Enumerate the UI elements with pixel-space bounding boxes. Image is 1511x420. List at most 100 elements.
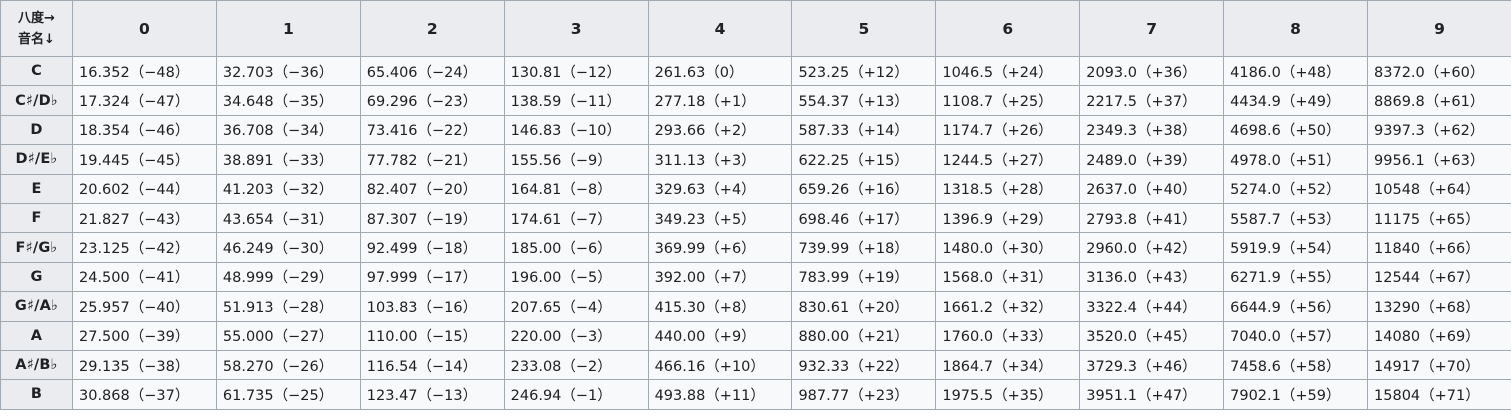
frequency-cell: 5587.7（+53） xyxy=(1223,202,1369,234)
frequency-cell: 13290（+68） xyxy=(1367,291,1511,322)
frequency-cell: 4434.9（+49） xyxy=(1223,85,1369,116)
note-name-header: C♯/D♭ xyxy=(0,85,73,116)
frequency-cell: 3729.3（+46） xyxy=(1079,349,1225,381)
frequency-cell: 15804（+71） xyxy=(1367,379,1511,410)
frequency-cell: 1396.9（+29） xyxy=(935,202,1081,234)
octave-header: 4 xyxy=(647,0,793,57)
frequency-cell: 17.324（−47） xyxy=(72,85,217,116)
frequency-cell: 14080（+69） xyxy=(1367,320,1511,351)
frequency-cell: 5274.0（+52） xyxy=(1223,173,1369,204)
frequency-cell: 1244.5（+27） xyxy=(935,144,1081,175)
frequency-cell: 349.23（+5） xyxy=(647,202,793,234)
frequency-cell: 1568.0（+31） xyxy=(935,261,1081,293)
frequency-cell: 174.61（−7） xyxy=(503,202,649,234)
frequency-cell: 38.891（−33） xyxy=(215,144,361,175)
corner-header: 八度→ 音名↓ xyxy=(0,0,73,57)
frequency-cell: 1108.7（+25） xyxy=(935,85,1081,116)
frequency-cell: 523.25（+12） xyxy=(791,55,937,87)
octave-header: 5 xyxy=(791,0,937,57)
frequency-cell: 3322.4（+44） xyxy=(1079,291,1225,322)
table-row: A 27.500（−39） 55.000（−27） 110.00（−15） 220.00… xyxy=(0,320,1511,351)
frequency-cell: 246.94（−1） xyxy=(503,379,649,410)
note-name-header: F xyxy=(0,202,73,234)
frequency-cell: 261.63（0） xyxy=(647,55,793,87)
frequency-cell: 1661.2（+32） xyxy=(935,291,1081,322)
frequency-cell: 23.125（−42） xyxy=(72,232,217,263)
frequency-cell: 277.18（+1） xyxy=(647,85,793,116)
frequency-cell: 41.203（−32） xyxy=(215,173,361,204)
frequency-cell: 1318.5（+28） xyxy=(935,173,1081,204)
frequency-cell: 61.735（−25） xyxy=(215,379,361,410)
frequency-cell: 8869.8（+61） xyxy=(1367,85,1511,116)
table-row: D♯/E♭ 19.445（−45） 38.891（−33） 77.782（−21） 15… xyxy=(0,144,1511,175)
frequency-cell: 30.868（−37） xyxy=(72,379,217,410)
corner-label-note: 音名↓ xyxy=(18,31,55,47)
frequency-cell: 87.307（−19） xyxy=(359,202,505,234)
frequency-cell: 932.33（+22） xyxy=(791,349,937,381)
frequency-cell: 311.13（+3） xyxy=(647,144,793,175)
frequency-cell: 7040.0（+57） xyxy=(1223,320,1369,351)
frequency-cell: 103.83（−16） xyxy=(359,291,505,322)
frequency-cell: 164.81（−8） xyxy=(503,173,649,204)
table-row: C♯/D♭ 17.324（−47） 34.648（−35） 69.296（−23） 13… xyxy=(0,85,1511,116)
frequency-cell: 196.00（−5） xyxy=(503,261,649,293)
frequency-cell: 739.99（+18） xyxy=(791,232,937,263)
note-name-header: B xyxy=(0,379,73,410)
note-name-header: A♯/B♭ xyxy=(0,349,73,381)
frequency-cell: 4186.0（+48） xyxy=(1223,55,1369,87)
frequency-cell: 46.249（−30） xyxy=(215,232,361,263)
frequency-cell: 293.66（+2） xyxy=(647,114,793,146)
octave-header: 2 xyxy=(359,0,505,57)
frequency-cell: 11175（+65） xyxy=(1367,202,1511,234)
frequency-cell: 29.135（−38） xyxy=(72,349,217,381)
note-name-header: G xyxy=(0,261,73,293)
octave-header: 8 xyxy=(1223,0,1369,57)
frequency-cell: 18.354（−46） xyxy=(72,114,217,146)
table-row: G♯/A♭ 25.957（−40） 51.913（−28） 103.83（−16） 20… xyxy=(0,291,1511,322)
frequency-cell: 25.957（−40） xyxy=(72,291,217,322)
frequency-cell: 110.00（−15） xyxy=(359,320,505,351)
frequency-cell: 43.654（−31） xyxy=(215,202,361,234)
octave-header: 9 xyxy=(1367,0,1511,57)
frequency-cell: 2637.0（+40） xyxy=(1079,173,1225,204)
frequency-cell: 130.81（−12） xyxy=(503,55,649,87)
octave-header: 3 xyxy=(503,0,649,57)
note-name-header: A xyxy=(0,320,73,351)
frequency-cell: 659.26（+16） xyxy=(791,173,937,204)
frequency-cell: 24.500（−41） xyxy=(72,261,217,293)
frequency-cell: 2093.0（+36） xyxy=(1079,55,1225,87)
frequency-cell: 8372.0（+60） xyxy=(1367,55,1511,87)
frequency-cell: 58.270（−26） xyxy=(215,349,361,381)
frequency-cell: 1760.0（+33） xyxy=(935,320,1081,351)
frequency-cell: 9397.3（+62） xyxy=(1367,114,1511,146)
frequency-cell: 493.88（+11） xyxy=(647,379,793,410)
frequency-cell: 783.99（+19） xyxy=(791,261,937,293)
frequency-cell: 2349.3（+38） xyxy=(1079,114,1225,146)
frequency-cell: 2793.8（+41） xyxy=(1079,202,1225,234)
frequency-cell: 369.99（+6） xyxy=(647,232,793,263)
frequency-cell: 1046.5（+24） xyxy=(935,55,1081,87)
frequency-cell: 21.827（−43） xyxy=(72,202,217,234)
frequency-cell: 55.000（−27） xyxy=(215,320,361,351)
table-body: C 16.352（−48） 32.703（−36） 65.406（−24） 130.81… xyxy=(0,55,1511,410)
table-row: F 21.827（−43） 43.654（−31） 87.307（−19） 174.61… xyxy=(0,202,1511,234)
frequency-cell: 392.00（+7） xyxy=(647,261,793,293)
frequency-cell: 4978.0（+51） xyxy=(1223,144,1369,175)
frequency-cell: 146.83（−10） xyxy=(503,114,649,146)
note-name-header: D♯/E♭ xyxy=(0,144,73,175)
frequency-cell: 830.61（+20） xyxy=(791,291,937,322)
octave-header: 1 xyxy=(215,0,361,57)
frequency-cell: 415.30（+8） xyxy=(647,291,793,322)
table-row: C 16.352（−48） 32.703（−36） 65.406（−24） 130.81… xyxy=(0,55,1511,87)
frequency-cell: 27.500（−39） xyxy=(72,320,217,351)
table-row: A♯/B♭ 29.135（−38） 58.270（−26） 116.54（−14） 23… xyxy=(0,349,1511,381)
note-name-header: C xyxy=(0,55,73,87)
frequency-cell: 48.999（−29） xyxy=(215,261,361,293)
frequency-cell: 36.708（−34） xyxy=(215,114,361,146)
octave-header: 7 xyxy=(1079,0,1225,57)
frequency-cell: 622.25（+15） xyxy=(791,144,937,175)
frequency-cell: 2489.0（+39） xyxy=(1079,144,1225,175)
frequency-cell: 207.65（−4） xyxy=(503,291,649,322)
frequency-cell: 97.999（−17） xyxy=(359,261,505,293)
